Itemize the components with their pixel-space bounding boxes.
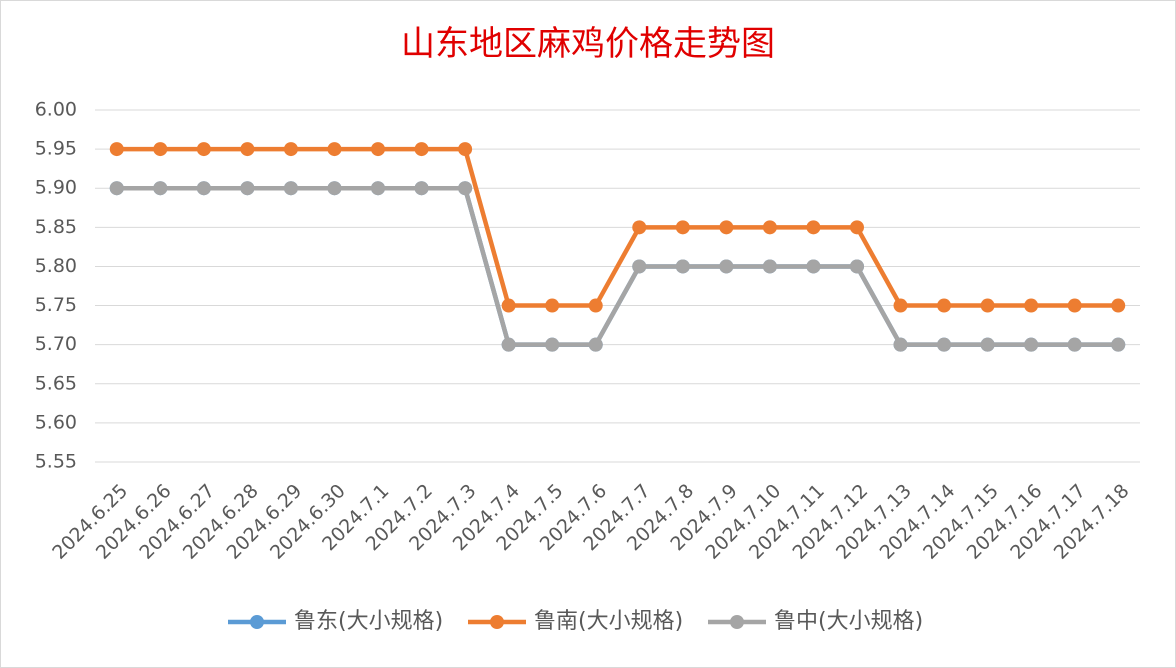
data-point — [109, 142, 124, 157]
data-point — [109, 181, 124, 196]
data-point — [545, 298, 560, 313]
legend-label: 鲁东(大小规格) — [294, 609, 443, 634]
data-point — [501, 298, 516, 313]
data-point — [283, 181, 298, 196]
legend-label: 鲁中(大小规格) — [774, 609, 923, 634]
data-point — [153, 142, 168, 157]
data-point — [893, 337, 908, 352]
data-point — [1067, 337, 1082, 352]
data-point — [501, 337, 516, 352]
data-point — [937, 298, 952, 313]
data-point — [327, 142, 342, 157]
y-tick-label: 5.95 — [35, 138, 77, 160]
data-point — [414, 142, 429, 157]
data-point — [458, 142, 473, 157]
data-point — [719, 259, 734, 274]
data-point — [371, 142, 386, 157]
data-point — [588, 298, 603, 313]
data-point — [414, 181, 429, 196]
data-point — [762, 259, 777, 274]
data-point — [1024, 337, 1039, 352]
y-tick-label: 5.85 — [35, 216, 77, 238]
data-point — [762, 220, 777, 235]
series-line — [116, 185, 1119, 347]
data-point — [588, 337, 603, 352]
y-tick-label: 6.00 — [35, 99, 77, 121]
data-point — [632, 259, 647, 274]
data-point — [937, 337, 952, 352]
legend-label: 鲁南(大小规格) — [534, 609, 683, 634]
y-tick-label: 5.60 — [35, 411, 77, 433]
legend-marker — [250, 615, 264, 629]
series-line — [116, 146, 1119, 308]
data-point — [849, 259, 864, 274]
data-point — [893, 298, 908, 313]
y-tick-label: 5.70 — [35, 333, 77, 355]
data-point — [153, 181, 168, 196]
data-point — [806, 220, 821, 235]
data-point — [196, 142, 211, 157]
chart-title: 山东地区麻鸡价格走势图 — [401, 24, 775, 64]
data-point — [371, 181, 386, 196]
data-point — [675, 259, 690, 274]
data-point — [1067, 298, 1082, 313]
y-tick-label: 5.65 — [35, 372, 77, 394]
legend-marker — [490, 615, 504, 629]
data-point — [196, 181, 211, 196]
data-point — [240, 181, 255, 196]
data-point — [240, 142, 255, 157]
y-tick-label: 5.75 — [35, 294, 77, 316]
data-point — [980, 337, 995, 352]
data-point — [283, 142, 298, 157]
data-point — [980, 298, 995, 313]
y-tick-label: 5.55 — [35, 451, 77, 473]
data-point — [675, 220, 690, 235]
legend-marker — [730, 615, 744, 629]
y-tick-label: 5.80 — [35, 255, 77, 277]
data-point — [327, 181, 342, 196]
data-point — [849, 220, 864, 235]
data-point — [719, 220, 734, 235]
data-point — [1111, 337, 1126, 352]
y-tick-label: 5.90 — [35, 177, 77, 199]
data-point — [458, 181, 473, 196]
data-point — [1111, 298, 1126, 313]
data-point — [632, 220, 647, 235]
data-point — [545, 337, 560, 352]
data-point — [1024, 298, 1039, 313]
data-point — [806, 259, 821, 274]
